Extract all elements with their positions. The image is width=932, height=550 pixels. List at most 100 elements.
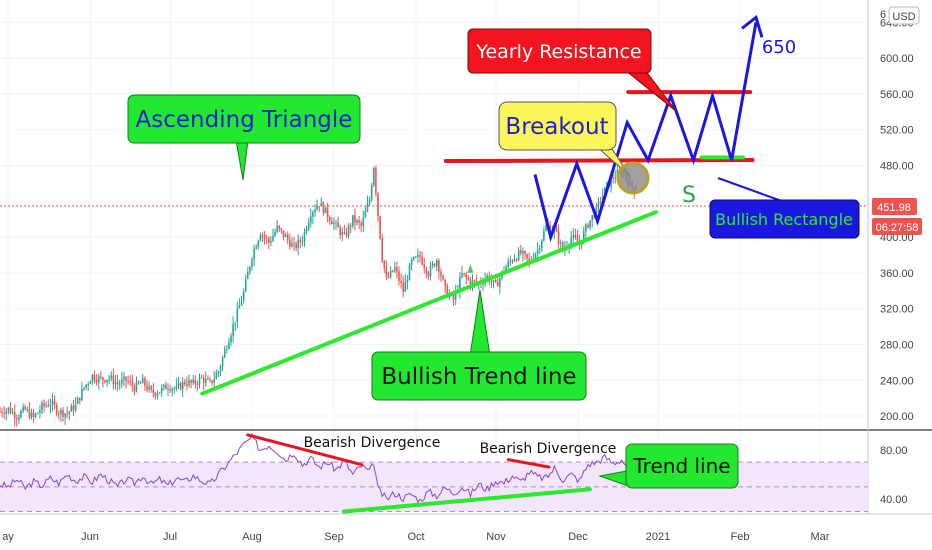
candle-body bbox=[345, 232, 348, 236]
candle-body bbox=[0, 411, 1, 413]
candle-body bbox=[121, 379, 123, 384]
yearly-resistance-label: Yearly Resistance bbox=[475, 41, 641, 63]
candle-body bbox=[217, 371, 220, 374]
candle-body bbox=[377, 193, 379, 217]
candle-body bbox=[612, 177, 614, 179]
candle-body bbox=[404, 281, 407, 292]
candle-body bbox=[66, 413, 68, 415]
candle-body bbox=[517, 250, 520, 261]
candle-body bbox=[509, 260, 512, 262]
rsi-bearish-divergence-2 bbox=[506, 458, 551, 469]
rsi-trend-line bbox=[342, 487, 592, 514]
candle-body bbox=[452, 293, 455, 300]
candle-body bbox=[545, 225, 547, 231]
candle-body bbox=[270, 241, 272, 243]
candle-body bbox=[62, 409, 64, 417]
candle-body bbox=[440, 271, 442, 277]
candle-body bbox=[238, 305, 241, 309]
candle-body bbox=[398, 271, 400, 281]
candle-body bbox=[278, 225, 281, 229]
candle-body bbox=[305, 229, 308, 232]
candle-body bbox=[389, 270, 392, 278]
candle-body bbox=[152, 389, 155, 394]
candle-body bbox=[259, 235, 262, 241]
candle-body bbox=[482, 283, 484, 285]
candle-body bbox=[251, 258, 253, 267]
candle-body bbox=[116, 382, 119, 385]
candle-body bbox=[406, 280, 409, 282]
projection-path bbox=[533, 22, 758, 243]
candle-body bbox=[324, 207, 327, 214]
candle-body bbox=[314, 209, 316, 213]
breakout-callout: Breakout bbox=[498, 101, 631, 177]
candle-body bbox=[51, 400, 54, 405]
candle-body bbox=[368, 199, 371, 204]
candle-body bbox=[473, 280, 476, 282]
time-tick-label: Oct bbox=[407, 531, 424, 543]
candle-body bbox=[589, 220, 591, 228]
candle-body bbox=[64, 413, 66, 417]
candle-body bbox=[43, 403, 45, 407]
candle-body bbox=[226, 348, 228, 350]
candle-body bbox=[202, 377, 205, 384]
candle-body bbox=[53, 400, 56, 405]
candle-body bbox=[171, 388, 173, 391]
candle-body bbox=[507, 261, 509, 267]
candle-body bbox=[261, 235, 264, 237]
candle-body bbox=[123, 376, 125, 380]
candle-body bbox=[593, 215, 596, 218]
candle-body bbox=[559, 242, 562, 244]
candle-body bbox=[68, 411, 71, 414]
candle-body bbox=[16, 418, 18, 420]
candle-body bbox=[74, 403, 77, 411]
candle-body bbox=[83, 387, 85, 389]
candle-body bbox=[118, 383, 121, 385]
candle-body bbox=[108, 378, 110, 380]
time-tick-label: Feb bbox=[731, 531, 750, 543]
drawn-levels bbox=[200, 14, 764, 514]
candle-body bbox=[253, 248, 255, 259]
candle-body bbox=[213, 378, 215, 384]
candle-body bbox=[131, 381, 134, 387]
candle-body bbox=[282, 230, 285, 237]
candle-body bbox=[370, 185, 373, 200]
candle-body bbox=[49, 404, 52, 407]
candle-body bbox=[37, 412, 39, 414]
candle-body bbox=[272, 235, 274, 242]
price-tick-label: 280.00 bbox=[880, 339, 914, 351]
candle-body bbox=[310, 216, 312, 223]
candle-body bbox=[209, 379, 211, 381]
candle-body bbox=[215, 373, 218, 379]
projection-arrowhead bbox=[741, 14, 764, 38]
time-tick-label: 2021 bbox=[646, 531, 670, 543]
candle-body bbox=[421, 257, 423, 265]
candle-body bbox=[614, 177, 617, 179]
ascending-resistance-line bbox=[443, 158, 755, 164]
candle-body bbox=[520, 250, 522, 254]
candle-body bbox=[223, 349, 226, 358]
candle-body bbox=[599, 201, 602, 203]
candle-body bbox=[419, 255, 421, 258]
candle-body bbox=[280, 228, 283, 231]
candle-body bbox=[30, 412, 33, 418]
candle-body bbox=[9, 407, 12, 414]
candle-body bbox=[129, 381, 131, 383]
currency-badge[interactable]: USD bbox=[888, 6, 920, 25]
candle-body bbox=[274, 231, 276, 236]
candle-body bbox=[394, 267, 396, 272]
rsi-tick-label: 80.00 bbox=[880, 445, 908, 457]
candle-body bbox=[11, 411, 14, 414]
candle-body bbox=[133, 386, 136, 392]
candle-body bbox=[499, 278, 501, 287]
candle-body bbox=[465, 274, 467, 278]
candle-body bbox=[47, 405, 50, 407]
price-tick-label: 600.00 bbox=[880, 53, 914, 65]
time-axis: ay Jun Jul Aug Sep Oct Nov Dec 2021 Feb Mar bbox=[2, 531, 830, 543]
candle-body bbox=[349, 225, 352, 227]
price-tick-label: 240.00 bbox=[880, 375, 914, 387]
candle-body bbox=[387, 277, 390, 279]
candle-body bbox=[595, 205, 598, 218]
candle-body bbox=[347, 225, 350, 236]
candle-body bbox=[467, 277, 470, 280]
candle-body bbox=[354, 215, 356, 223]
